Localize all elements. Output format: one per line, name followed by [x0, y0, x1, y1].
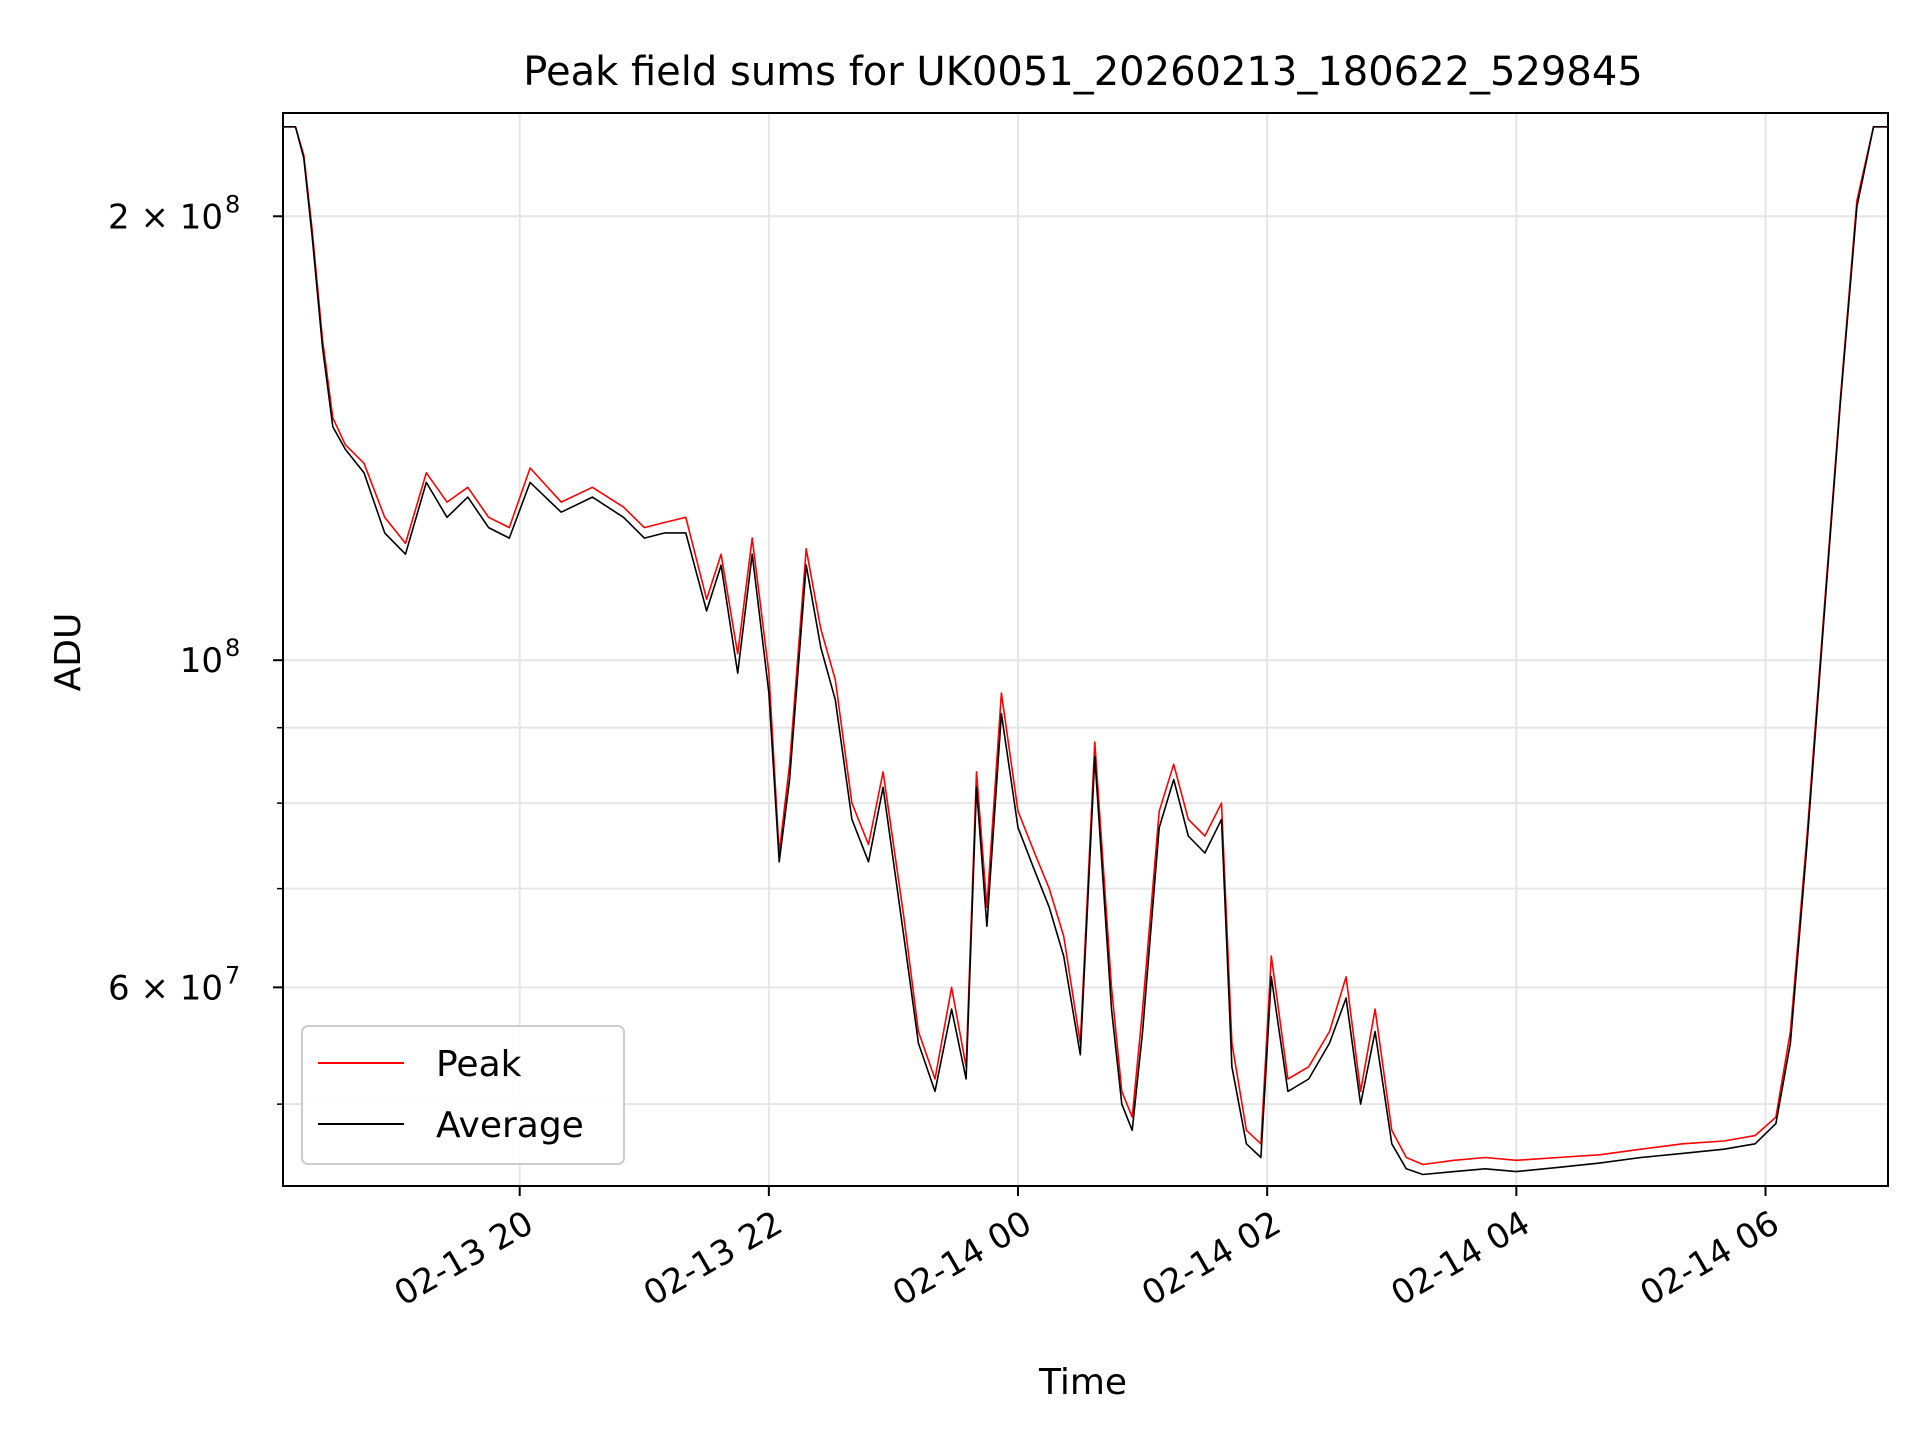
y-tick-label: 10 8: [180, 634, 241, 681]
legend-label-average: Average: [436, 1105, 584, 1146]
plot-area-frame: [282, 112, 1889, 1187]
y-tick-label: 6 × 10 7: [108, 961, 240, 1008]
series-line-peak: [283, 126, 1888, 1166]
series-line-average: [283, 126, 1888, 1176]
y-tick-exponent: 7: [225, 961, 240, 989]
y-axis-label: ADU: [48, 613, 89, 692]
y-tick-mantissa: 2 × 10: [108, 197, 223, 237]
y-tick-mantissa: 6 × 10: [108, 968, 223, 1008]
legend-box: [301, 1025, 625, 1165]
legend: Peak Average: [301, 1025, 625, 1165]
grid-lines: [283, 113, 1888, 1186]
x-axis-label: Time: [1038, 1362, 1127, 1403]
y-tick-exponent: 8: [225, 634, 240, 662]
chart-title: Peak field sums for UK0051_20260213_1806…: [523, 49, 1642, 95]
series-layer: [283, 126, 1888, 1176]
y-tick-label: 2 × 10 8: [108, 190, 240, 237]
legend-label-peak: Peak: [436, 1044, 522, 1085]
y-tick-exponent: 8: [225, 190, 240, 218]
y-tick-base: 10: [180, 641, 223, 681]
